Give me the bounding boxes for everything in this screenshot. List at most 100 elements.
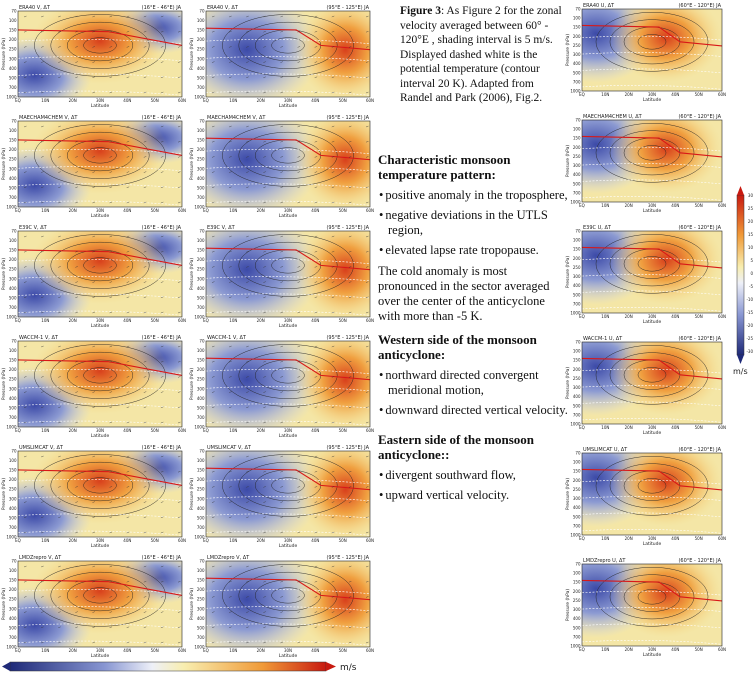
wind-arrow	[280, 596, 284, 598]
y-tick-label: 700	[573, 634, 581, 639]
wind-arrow	[160, 406, 164, 408]
y-tick-label: 500	[573, 181, 581, 186]
wind-arrow	[41, 61, 44, 63]
y-tick-label: 200	[197, 587, 205, 592]
wind-arrow	[314, 361, 318, 363]
wind-arrow	[75, 46, 78, 48]
x-tick-label: 30N	[284, 538, 292, 543]
wind-arrow	[75, 15, 78, 18]
wind-arrow	[23, 421, 27, 424]
wind-arrow	[348, 281, 352, 283]
wind-arrow	[177, 31, 181, 33]
contour	[83, 477, 117, 494]
panel-region: (95°E - 125°E) JA	[326, 115, 369, 121]
y-tick-label: 200	[197, 477, 205, 482]
y-tick-label: 1000	[6, 645, 17, 650]
y-tick-label: 500	[9, 75, 17, 80]
wind-arrow	[23, 296, 27, 298]
wind-arrow	[331, 581, 335, 583]
wind-arrow	[246, 471, 249, 473]
wind-arrow	[331, 345, 335, 348]
wind-arrow	[348, 406, 352, 408]
wind-arrow	[143, 15, 147, 18]
contour	[637, 145, 667, 161]
theta-contour	[206, 276, 370, 282]
y-tick-label: 150	[573, 247, 581, 252]
positive-shading	[610, 453, 722, 527]
theta-contour	[18, 276, 182, 282]
wind-arrow	[23, 235, 27, 238]
x-tick-label: 50N	[695, 203, 703, 208]
wind-arrow	[41, 31, 44, 33]
wind-arrow	[331, 361, 335, 363]
wind-arrow	[331, 391, 335, 393]
wind-arrow	[75, 531, 78, 534]
x-tick-label: EQ	[579, 92, 585, 97]
wind-arrow	[41, 455, 44, 458]
wind-arrow	[211, 391, 215, 393]
y-tick-label: 700	[197, 415, 205, 420]
y-tick-label: 70	[11, 559, 17, 564]
y-tick-label: 70	[575, 451, 581, 456]
wind-arrow	[92, 141, 96, 143]
wind-arrow	[160, 596, 164, 598]
plot-area	[582, 120, 722, 202]
y-tick-label: 500	[9, 185, 17, 190]
bullet-list: divergent southward flow, upward vertical…	[378, 468, 568, 503]
wind-arrow	[365, 235, 369, 238]
x-tick-label: 60N	[178, 538, 186, 543]
panel-region: (95°E - 125°E) JA	[326, 335, 369, 341]
x-tick-label: 10N	[229, 648, 237, 653]
wind-arrow	[41, 91, 44, 94]
y-tick-label: 400	[197, 396, 205, 401]
wind-arrow	[92, 376, 96, 378]
wind-arrow	[280, 516, 284, 518]
wind-arrow	[246, 391, 249, 393]
wind-arrow	[246, 76, 249, 78]
colorbar-tick-label: -15	[746, 310, 753, 315]
wind-arrow	[126, 406, 130, 408]
wind-arrow	[297, 311, 301, 314]
theta-contour	[582, 52, 722, 57]
wind-arrow	[58, 581, 61, 583]
wind-arrow	[75, 61, 78, 63]
wind-arrow	[331, 171, 335, 173]
theta-contour	[582, 512, 722, 518]
x-tick-label: 50N	[695, 647, 703, 652]
wind-arrow	[126, 611, 130, 613]
y-tick-label: 1000	[194, 315, 205, 320]
x-tick-label: 20N	[69, 98, 77, 103]
wind-arrow	[75, 311, 78, 314]
wind-arrow	[331, 31, 335, 33]
plot-frame	[581, 230, 723, 314]
x-tick-label: 50N	[151, 208, 159, 213]
wind-arrow	[280, 565, 284, 568]
y-tick-label: 70	[11, 449, 17, 454]
wind-arrow	[126, 15, 130, 18]
wind-arrow	[143, 406, 147, 408]
wind-arrow	[75, 501, 78, 503]
contour	[222, 14, 354, 77]
panel-title: E39C V, ΔT	[207, 225, 236, 231]
wind-arrow	[23, 471, 27, 473]
colorbar-tick-label: 10	[748, 245, 754, 250]
wind-arrow	[229, 406, 232, 408]
y-tick-label: 500	[197, 295, 205, 300]
wind-arrow	[365, 201, 369, 204]
wind-arrow	[280, 421, 284, 424]
wind-arrow	[365, 376, 369, 378]
wind-arrow	[92, 626, 96, 628]
x-tick-label: 20N	[69, 648, 77, 653]
wind-arrow	[348, 296, 352, 298]
x-tick-label: 30N	[284, 208, 292, 213]
y-tick-label: 200	[9, 477, 17, 482]
wind-arrow	[211, 171, 215, 173]
theta-contour	[206, 166, 370, 172]
contour	[595, 12, 709, 72]
wind-arrow	[75, 201, 78, 204]
y-tick-label: 70	[199, 559, 205, 564]
x-tick-label: 60N	[178, 648, 186, 653]
wind-arrow	[143, 156, 147, 158]
tropopause	[18, 139, 182, 156]
